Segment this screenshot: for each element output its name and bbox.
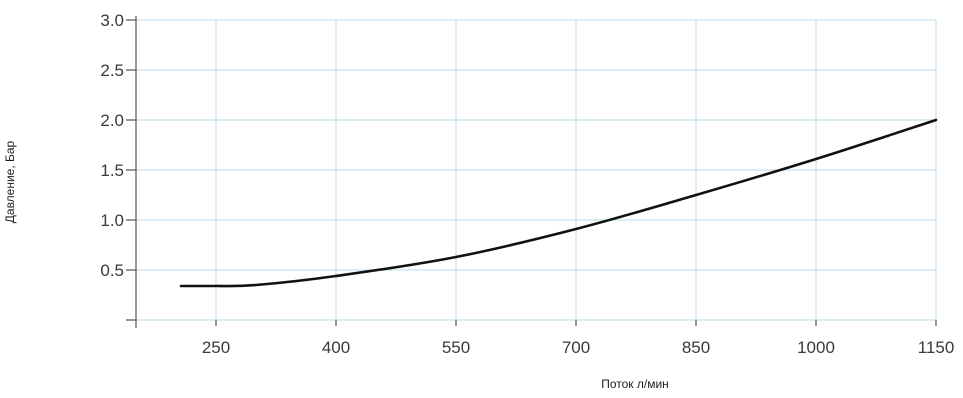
y-tick-label: 3.0	[100, 11, 124, 30]
x-tick-label: 250	[202, 338, 230, 357]
x-tick-label: 1150	[918, 338, 955, 357]
data-point	[934, 118, 938, 122]
data-point	[814, 157, 818, 161]
data-point	[574, 227, 578, 231]
y-tick-label: 2.0	[100, 111, 124, 130]
data-point	[454, 255, 458, 259]
y-tick-label: 2.5	[100, 61, 124, 80]
y-tick-label: 1.0	[100, 211, 124, 230]
series-line	[179, 118, 938, 288]
x-tick-label: 550	[442, 338, 470, 357]
y-tick-label: 1.5	[100, 161, 124, 180]
data-point	[334, 274, 338, 278]
x-axis-title: Поток л/мин	[601, 377, 669, 391]
y-axis-title: Давление, Бар	[3, 140, 17, 223]
grid	[136, 19, 937, 321]
data-point	[254, 283, 258, 287]
data-point	[694, 193, 698, 197]
x-tick-label: 700	[562, 338, 590, 357]
series	[179, 118, 938, 288]
ticks: 3.0 2.5 2.0 1.5 1.0 0.5 250 400 550 700 850 1000 115…	[100, 11, 954, 357]
y-tick-label: 0.5	[100, 261, 124, 280]
x-tick-label: 850	[682, 338, 710, 357]
data-point	[214, 284, 218, 288]
x-tick-label: 1000	[797, 338, 835, 357]
x-tick-label: 400	[322, 338, 350, 357]
